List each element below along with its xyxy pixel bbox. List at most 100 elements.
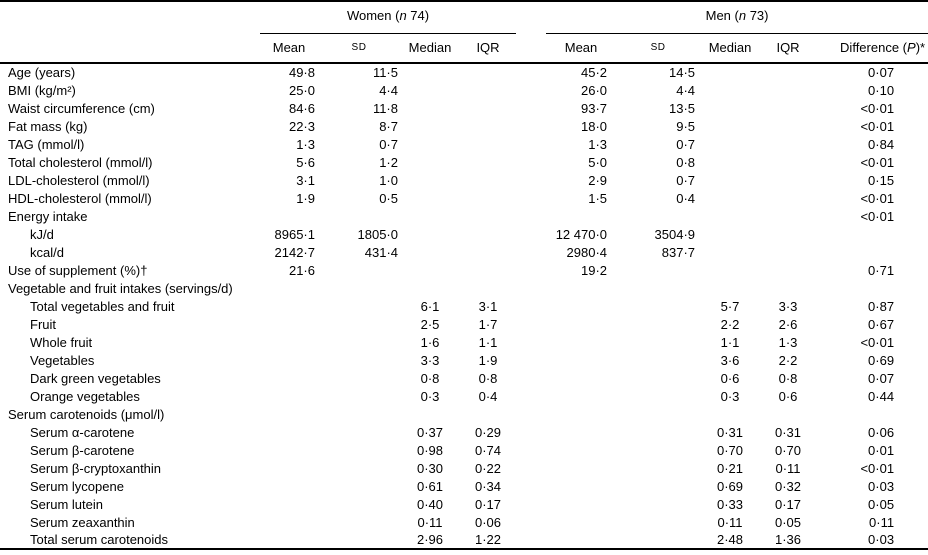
column-gap [516,333,546,351]
value-cell: 3·3 [778,298,798,314]
value-cell: 5·6 [296,154,315,170]
column-gap [516,531,546,549]
table-row: Dark green vegetables 0·8 0·8 0·6 0·8 0·07 [0,369,928,387]
value-cell [700,225,760,243]
value-cell [700,117,760,135]
value-cell: 0·32 [775,478,802,494]
value-cell: 84·6 [288,100,315,116]
value-cell: 8965·1 [274,226,315,242]
value-cell: 2·5 [420,316,440,332]
value-cell [400,63,460,81]
value-cell [460,99,516,117]
value-cell [460,261,516,279]
table-row: Use of supplement (%)† 21·6 19·2 0·71 [0,261,928,279]
value-cell [700,261,760,279]
value-cell: 4·4 [676,82,696,98]
value-cell: 0·06 [868,424,895,440]
value-cell [700,171,760,189]
value-cell [546,207,616,225]
value-cell [460,171,516,189]
value-cell [616,207,700,225]
value-cell: 0·4 [478,388,498,404]
value-cell [700,99,760,117]
value-cell: 2142·7 [274,244,315,260]
value-cell: 26·0 [580,82,608,98]
table-row: LDL-cholesterol (mmol/l) 3·1 1·0 2·9 0·7 0·15 [0,171,928,189]
value-cell [400,261,460,279]
value-cell: 0·3 [420,388,440,404]
value-cell [260,459,318,477]
value-cell: 2980·4 [566,244,608,260]
value-cell: 0·87 [868,298,895,314]
value-cell: 0·17 [775,496,802,512]
row-label: Total cholesterol (mmol/l) [8,154,153,170]
value-cell: 1·6 [420,334,440,350]
value-cell: 0·37 [416,424,444,440]
value-cell [760,405,816,423]
value-cell: <0·01 [860,154,895,170]
value-cell [760,225,816,243]
value-cell: 11·8 [372,100,398,116]
value-cell [318,387,400,405]
column-gap [516,99,546,117]
value-cell [760,279,816,297]
value-cell [700,63,760,81]
label-column-header-empty [0,1,260,33]
value-cell: 0·06 [474,514,502,530]
value-cell: 2·48 [717,532,744,547]
column-gap [516,225,546,243]
table-row: Serum zeaxanthin 0·11 0·06 0·11 0·05 0·11 [0,513,928,531]
value-cell [616,315,700,333]
value-cell [460,135,516,153]
row-label: Vegetables [30,352,95,368]
row-label: Whole fruit [30,334,93,350]
column-gap [516,387,546,405]
row-label: HDL-cholesterol (mmol/l) [8,190,152,206]
value-cell: 8·7 [379,118,398,134]
value-cell: 0·69 [717,478,744,494]
row-label: Serum β-carotene [30,442,135,458]
value-cell [616,387,700,405]
value-cell: <0·01 [860,118,895,134]
value-cell [260,405,318,423]
group-header-row: Women (n 74) Men (n 73) [0,1,928,34]
column-header-row: Mean SD Median IQR Mean SD Median IQR Di… [0,33,928,64]
value-cell: 0·07 [868,65,895,80]
value-cell: <0·01 [860,460,895,476]
table-row: Vegetable and fruit intakes (servings/d) [0,279,928,297]
value-cell: 0·70 [775,442,802,458]
value-cell: 431·4 [364,244,398,260]
value-cell [816,243,928,261]
value-cell [400,81,460,99]
value-cell: 0·7 [676,172,696,188]
p-italic: P [907,40,916,56]
value-cell [400,117,460,135]
value-cell [700,243,760,261]
row-label: BMI (kg/m²) [8,82,76,98]
value-cell [260,369,318,387]
value-cell: 0·21 [717,460,744,476]
value-cell: 0·01 [868,442,895,458]
gap-header [516,33,547,64]
value-cell: <0·01 [860,208,895,224]
value-cell [260,387,318,405]
row-label: Serum β-cryptoxanthin [30,460,162,476]
table-row: Waist circumference (cm) 84·6 11·8 93·7 13·5… [0,99,928,117]
value-cell [616,333,700,351]
women-sd-header: SD [318,33,400,64]
value-cell: 1·5 [588,190,608,206]
value-cell: 0·17 [474,496,502,512]
men-group-header: Men (n 73) [546,1,928,34]
value-cell: 1·1 [720,334,740,350]
value-cell: 0·29 [474,424,502,440]
value-cell: 4·4 [379,82,398,98]
value-cell [400,405,460,423]
value-cell [460,153,516,171]
row-label: Fat mass (kg) [8,118,88,134]
value-cell [760,117,816,135]
value-cell: 3·6 [720,352,740,368]
value-cell [760,171,816,189]
value-cell [616,531,700,549]
value-cell [616,369,700,387]
value-cell: <0·01 [860,334,895,350]
